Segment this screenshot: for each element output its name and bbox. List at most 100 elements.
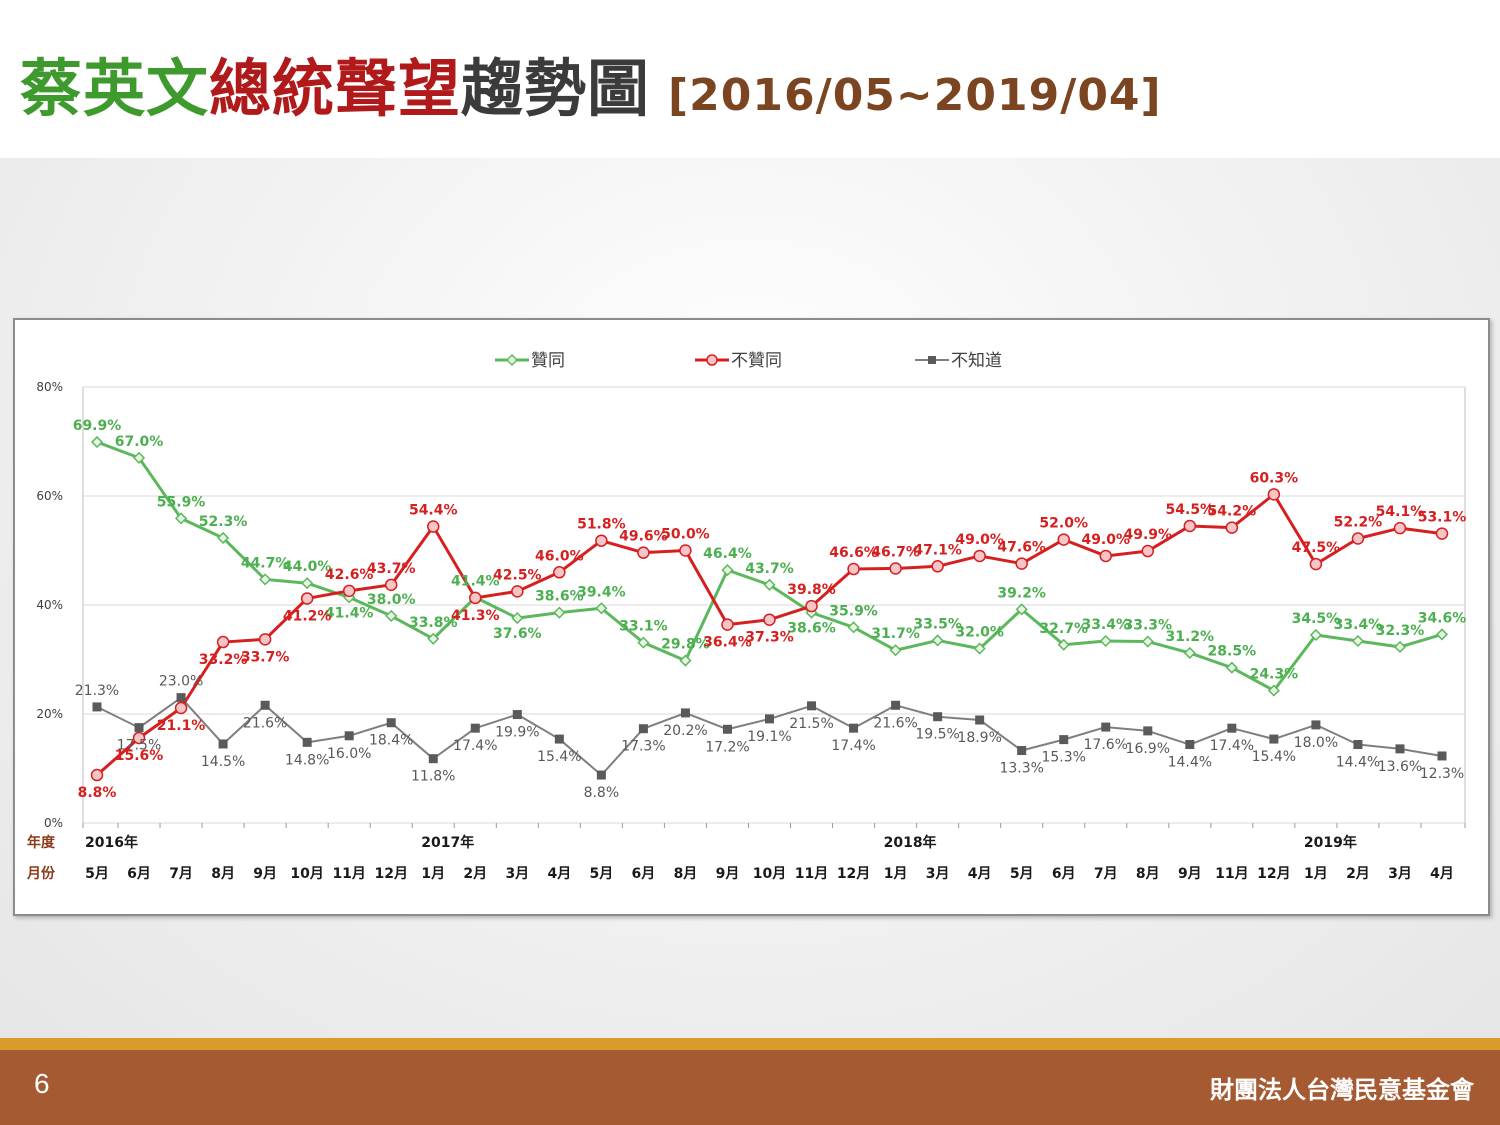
approve-point: [847, 621, 860, 634]
data-label-unknown: 19.5%: [915, 727, 959, 743]
data-label-disapprove: 36.4%: [703, 635, 752, 651]
data-label-disapprove: 8.8%: [78, 785, 117, 801]
approve-point: [1183, 646, 1196, 660]
data-label-unknown: 21.6%: [243, 715, 287, 731]
disapprove-point: [931, 560, 944, 573]
disapprove-point: [1393, 521, 1407, 535]
data-label-unknown: 20.2%: [663, 723, 707, 739]
unknown-point: [176, 693, 186, 703]
data-label-unknown: 12.3%: [1420, 766, 1464, 782]
disapprove-point: [679, 544, 692, 557]
unknown-point: [260, 700, 270, 710]
disapprove-point: [763, 613, 776, 626]
data-label-disapprove: 39.8%: [787, 582, 836, 598]
disapprove-point: [553, 566, 566, 579]
data-label-unknown: 11.8%: [411, 769, 455, 785]
year-label: 2018年: [884, 834, 937, 851]
disapprove-point: [1309, 557, 1323, 571]
data-label-unknown: 21.5%: [789, 716, 833, 732]
legend-label: 不知道: [951, 351, 1002, 371]
y-tick-label: 0%: [44, 816, 63, 830]
month-label: 7月: [1094, 866, 1118, 882]
disapprove-point: [258, 633, 272, 646]
approve-point: [259, 573, 272, 586]
data-label-disapprove: 49.6%: [619, 529, 668, 545]
month-label: 11月: [1215, 866, 1248, 882]
month-label: 11月: [332, 866, 365, 882]
month-label: 4月: [968, 866, 992, 882]
year-label: 2016年: [85, 834, 138, 851]
month-label: 3月: [505, 866, 529, 882]
month-label: 8月: [674, 866, 698, 882]
data-label-approve: 31.2%: [1166, 629, 1215, 645]
unknown-point: [1353, 740, 1363, 750]
month-label: 9月: [253, 866, 277, 882]
data-label-approve: 32.3%: [1376, 623, 1425, 639]
unknown-point: [344, 731, 354, 741]
approve-point: [1351, 634, 1364, 648]
disapprove-point: [384, 578, 398, 592]
data-label-disapprove: 41.2%: [283, 608, 332, 624]
disapprove-point: [1225, 521, 1239, 534]
footer-stripe: [0, 1038, 1500, 1050]
disapprove-point: [973, 549, 986, 563]
data-label-unknown: 17.2%: [705, 739, 749, 755]
approve-point: [721, 564, 734, 577]
unknown-point: [807, 701, 817, 711]
data-label-approve: 38.6%: [535, 589, 584, 605]
legend-marker: [706, 354, 718, 366]
disapprove-point: [595, 534, 608, 547]
unknown-point: [1227, 723, 1237, 733]
approve-point: [175, 512, 188, 525]
organization-name: 財團法人台灣民意基金會: [1210, 1076, 1474, 1104]
data-label-unknown: 16.9%: [1126, 741, 1170, 757]
title-date-range: [2016/05~2019/04]: [668, 70, 1162, 121]
data-label-disapprove: 42.5%: [493, 567, 542, 583]
data-label-disapprove: 47.5%: [1292, 540, 1341, 556]
approve-point: [511, 612, 524, 625]
y-tick-label: 60%: [36, 489, 63, 503]
data-label-unknown: 13.6%: [1378, 759, 1422, 775]
month-label: 1月: [1304, 866, 1328, 882]
data-label-unknown: 18.9%: [957, 730, 1001, 746]
month-label: 10月: [753, 866, 786, 882]
data-label-approve: 35.9%: [829, 603, 878, 619]
data-label-unknown: 18.4%: [369, 733, 413, 749]
data-label-unknown: 15.4%: [1252, 749, 1296, 765]
unknown-point: [386, 718, 396, 728]
data-label-approve: 41.4%: [451, 573, 500, 589]
approve-point: [553, 606, 566, 619]
unknown-point: [134, 723, 144, 733]
disapprove-point: [342, 584, 356, 598]
data-label-approve: 33.5%: [913, 616, 962, 632]
unknown-point: [554, 734, 564, 744]
month-label: 2月: [1346, 866, 1370, 882]
data-label-disapprove: 49.9%: [1123, 527, 1172, 543]
unknown-point: [302, 737, 312, 747]
month-label: 9月: [1178, 866, 1202, 882]
data-label-approve: 31.7%: [871, 626, 920, 642]
disapprove-point: [1183, 519, 1197, 533]
approve-point: [385, 609, 398, 622]
data-label-unknown: 16.0%: [327, 746, 371, 762]
approve-point: [217, 531, 230, 545]
data-label-disapprove: 51.8%: [577, 517, 626, 533]
approve-point: [679, 654, 692, 667]
data-label-unknown: 17.3%: [621, 739, 665, 755]
disapprove-point: [216, 635, 230, 649]
unknown-point: [1059, 735, 1069, 745]
unknown-point: [933, 712, 943, 722]
data-label-disapprove: 33.7%: [241, 649, 290, 665]
data-label-approve: 44.7%: [241, 555, 290, 571]
data-label-approve: 67.0%: [115, 434, 164, 450]
disapprove-point: [1141, 544, 1155, 558]
approve-point: [1435, 628, 1449, 641]
data-label-approve: 43.7%: [745, 561, 794, 577]
data-label-disapprove: 15.6%: [115, 748, 164, 764]
approve-point: [90, 435, 104, 449]
unknown-point: [722, 724, 732, 734]
legend-marker: [505, 353, 519, 367]
disapprove-point: [1099, 549, 1112, 563]
unknown-point: [428, 754, 438, 764]
